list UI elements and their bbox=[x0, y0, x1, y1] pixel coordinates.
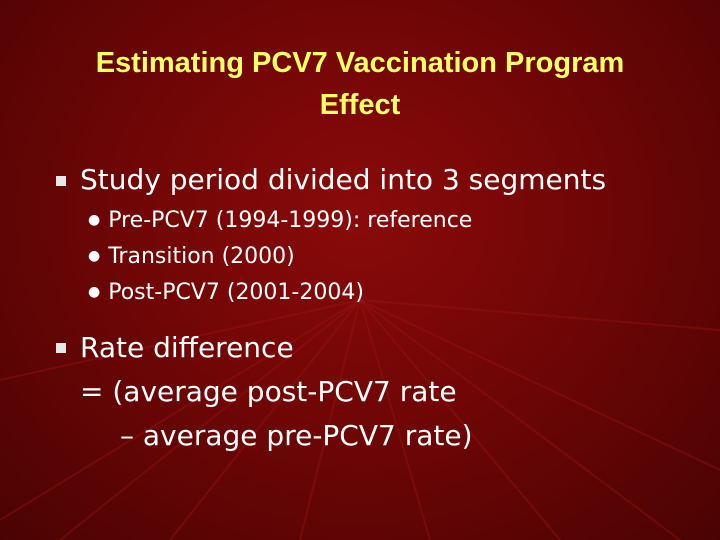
segment-label: Post-PCV7 (2001-2004) bbox=[108, 280, 364, 305]
square-bullet-icon bbox=[56, 176, 66, 186]
segment-item: ● Post-PCV7 (2001-2004) bbox=[88, 274, 472, 310]
bullet-study-period: Study period divided into 3 segments bbox=[80, 163, 607, 196]
bullet-rate-difference: Rate difference = (average post-PCV7 rat… bbox=[80, 326, 473, 458]
slide-title-line-2: Effect bbox=[319, 89, 401, 121]
segment-item: ● Pre-PCV7 (1994-1999): reference bbox=[88, 202, 472, 238]
square-bullet-icon bbox=[56, 343, 66, 353]
rate-line-3: – average pre-PCV7 rate) bbox=[120, 419, 473, 452]
slide-title-line-1: Estimating PCV7 Vaccination Program bbox=[95, 47, 625, 79]
segment-label: Transition (2000) bbox=[108, 244, 295, 269]
dot-bullet-icon: ● bbox=[88, 248, 101, 264]
dot-bullet-icon: ● bbox=[88, 284, 101, 300]
segment-list: ● Pre-PCV7 (1994-1999): reference ● Transi… bbox=[88, 202, 472, 310]
slide-title: Estimating PCV7 Vaccination Program Effe… bbox=[40, 42, 680, 126]
segment-item: ● Transition (2000) bbox=[88, 238, 472, 274]
rate-line-1: Rate difference bbox=[80, 331, 294, 364]
dot-bullet-icon: ● bbox=[88, 212, 101, 228]
segment-label: Pre-PCV7 (1994-1999): reference bbox=[108, 208, 473, 233]
rate-line-2: = (average post-PCV7 rate bbox=[80, 375, 457, 408]
